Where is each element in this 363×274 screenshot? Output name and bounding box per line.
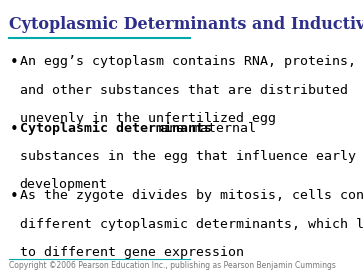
Text: to different gene expression: to different gene expression <box>20 246 244 259</box>
Text: An egg’s cytoplasm contains RNA, proteins,: An egg’s cytoplasm contains RNA, protein… <box>20 55 356 68</box>
Text: •: • <box>10 189 19 204</box>
Text: Copyright ©2006 Pearson Education Inc., publishing as Pearson Benjamin Cummings: Copyright ©2006 Pearson Education Inc., … <box>9 261 336 270</box>
Text: unevenly in the unfertilized egg: unevenly in the unfertilized egg <box>20 112 276 125</box>
Text: are maternal: are maternal <box>152 122 256 135</box>
Text: development: development <box>20 178 108 192</box>
Text: Cytoplasmic determinants: Cytoplasmic determinants <box>20 122 212 135</box>
Text: Cytoplasmic Determinants and Inductive Signals: Cytoplasmic Determinants and Inductive S… <box>9 16 363 33</box>
Text: •: • <box>10 55 19 70</box>
Text: As the zygote divides by mitosis, cells contain: As the zygote divides by mitosis, cells … <box>20 189 363 202</box>
Text: and other substances that are distributed: and other substances that are distribute… <box>20 84 348 97</box>
Text: •: • <box>10 122 19 137</box>
Text: different cytoplasmic determinants, which lead: different cytoplasmic determinants, whic… <box>20 218 363 231</box>
Text: substances in the egg that influence early: substances in the egg that influence ear… <box>20 150 356 163</box>
